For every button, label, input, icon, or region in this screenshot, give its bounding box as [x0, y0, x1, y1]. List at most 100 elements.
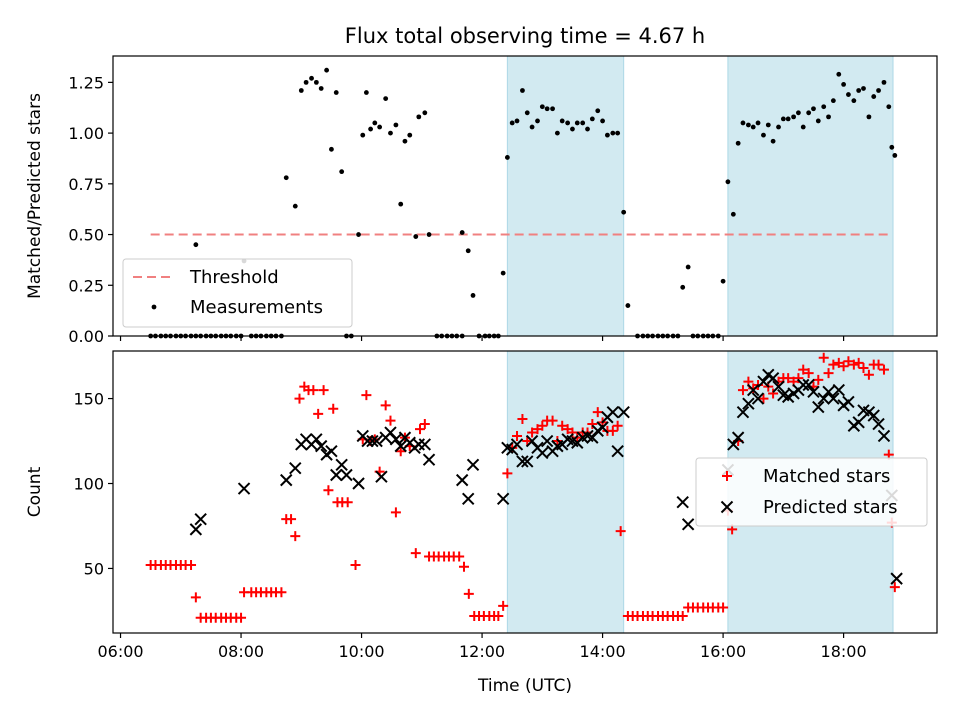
data-point	[785, 116, 791, 122]
data-point	[426, 232, 432, 237]
data-point-predicted	[335, 458, 348, 472]
y-axis-label: Count	[25, 466, 45, 517]
data-point-matched	[828, 359, 839, 370]
data-point	[806, 110, 812, 116]
data-point-matched	[592, 407, 603, 418]
data-point-matched	[552, 436, 563, 447]
x-tick-label: 10:00	[339, 642, 385, 661]
data-point-matched	[493, 611, 504, 622]
data-point	[393, 122, 399, 128]
series-predicted-stars	[189, 368, 903, 585]
data-point-predicted	[314, 439, 328, 453]
data-point-predicted	[189, 523, 203, 536]
data-point	[836, 71, 842, 77]
data-point	[730, 211, 736, 217]
data-point	[740, 120, 746, 126]
axes-frame	[112, 55, 938, 337]
chart-title: Flux total observing time = 4.67 h	[345, 24, 705, 48]
data-point-matched	[803, 368, 814, 379]
data-point-predicted	[842, 395, 855, 409]
data-point-predicted	[606, 405, 620, 419]
x-axis-label: Time (UTC)	[477, 676, 572, 696]
data-point-matched	[385, 415, 396, 426]
data-point-predicted	[827, 392, 840, 405]
data-point	[544, 106, 550, 112]
data-point-predicted	[418, 438, 432, 451]
data-point-matched	[572, 432, 583, 443]
data-point	[422, 110, 428, 116]
data-point-predicted	[394, 439, 407, 453]
data-point-predicted	[194, 512, 207, 526]
data-point-matched	[463, 588, 474, 599]
data-point-matched	[607, 425, 618, 436]
data-point	[500, 270, 506, 276]
data-point-predicted	[412, 438, 426, 451]
data-point	[407, 132, 413, 138]
data-point	[826, 114, 831, 120]
data-point-matched	[498, 600, 509, 611]
legend: Threshold Measurements	[122, 258, 353, 328]
data-point-matched	[458, 561, 469, 572]
data-point-predicted	[751, 392, 765, 405]
data-point	[791, 114, 796, 120]
data-point-predicted	[766, 371, 780, 385]
data-point-matched	[823, 368, 834, 379]
data-point-matched	[390, 507, 401, 518]
data-point	[324, 67, 330, 73]
data-point	[815, 118, 821, 124]
data-point-predicted	[310, 433, 323, 446]
legend-box	[695, 457, 928, 527]
data-point-predicted	[611, 445, 624, 458]
legend-label-matched: Matched stars	[763, 466, 890, 487]
data-point-matched	[318, 385, 329, 396]
data-point	[388, 130, 393, 136]
data-point	[725, 179, 731, 185]
shaded-span-1	[727, 55, 894, 337]
data-point-predicted	[325, 445, 338, 458]
data-point	[529, 124, 535, 130]
data-point	[821, 104, 827, 110]
data-point-predicted	[817, 392, 830, 405]
data-point-matched	[380, 400, 391, 411]
data-point	[470, 293, 476, 298]
y-tick-label: 1.25	[68, 73, 104, 92]
data-point	[313, 79, 319, 85]
data-point	[605, 132, 610, 138]
data-point-predicted	[797, 378, 810, 392]
legend-label-measurements: Measurements	[190, 297, 323, 318]
data-point-matched	[843, 356, 854, 367]
data-point	[360, 132, 366, 138]
data-point-matched	[522, 436, 533, 447]
data-point-matched	[294, 393, 305, 404]
data-point-matched	[190, 592, 201, 603]
data-point-matched	[290, 531, 301, 542]
data-point-predicted	[736, 405, 750, 419]
data-point-predicted	[237, 482, 251, 495]
data-point	[539, 104, 545, 110]
data-point	[841, 82, 847, 87]
data-point-predicted	[352, 477, 365, 490]
data-point-predicted	[375, 470, 388, 483]
data-point-matched	[547, 415, 558, 426]
data-point	[298, 88, 304, 93]
data-point	[283, 175, 289, 181]
data-point-matched	[858, 362, 869, 373]
data-point	[796, 110, 801, 116]
data-point	[680, 284, 686, 290]
data-point	[755, 120, 761, 126]
data-point	[333, 90, 339, 95]
data-point	[520, 88, 525, 93]
y-tick-label: 0.75	[68, 175, 104, 194]
data-point	[866, 114, 872, 120]
data-point-matched	[557, 420, 568, 431]
data-point-matched	[502, 468, 513, 479]
data-point-predicted	[340, 468, 353, 482]
data-point-matched	[236, 612, 247, 623]
data-point	[595, 108, 601, 114]
data-point-predicted	[757, 375, 770, 388]
x-tick-label: 12:00	[459, 642, 505, 661]
data-point-predicted	[822, 385, 835, 398]
data-point-predicted	[466, 458, 480, 472]
data-point-predicted	[727, 438, 740, 451]
